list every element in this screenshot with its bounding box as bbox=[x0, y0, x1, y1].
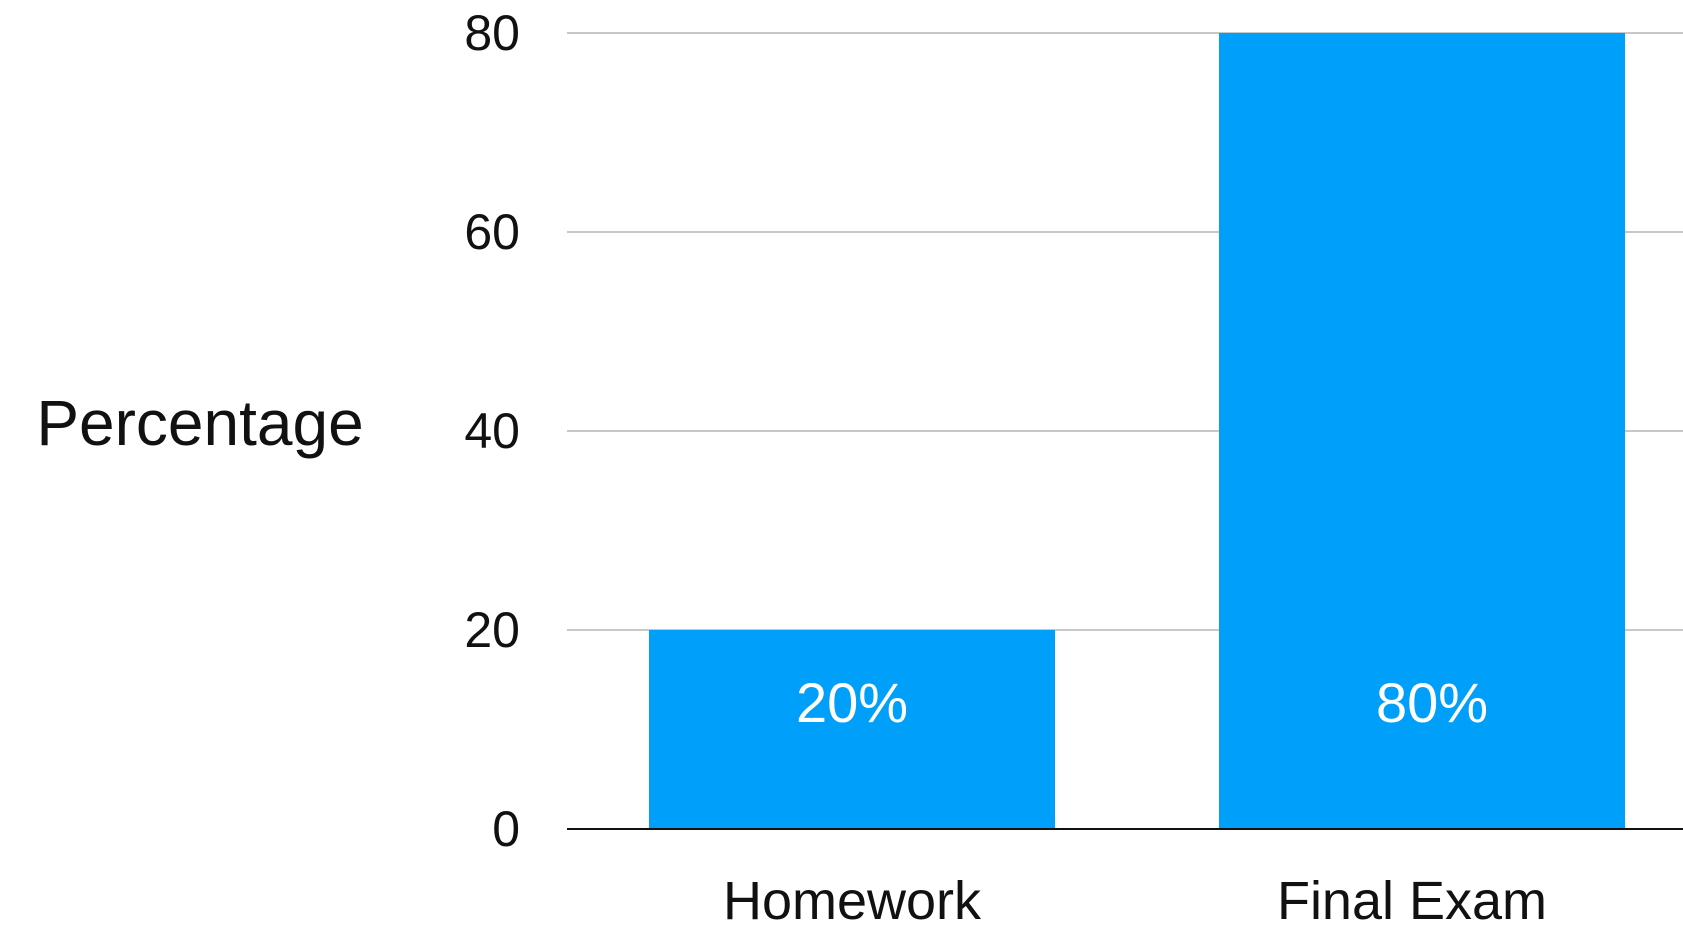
x-tick-label: Homework bbox=[723, 871, 982, 925]
y-tick-label: 80 bbox=[464, 5, 520, 61]
y-tick-label: 60 bbox=[464, 204, 520, 260]
y-tick-label: 0 bbox=[492, 801, 520, 857]
bar-data-label: 20% bbox=[796, 671, 908, 734]
y-tick-label: 20 bbox=[464, 602, 520, 658]
bar-homework bbox=[649, 630, 1055, 829]
x-tick-label: Final Exam bbox=[1277, 871, 1547, 925]
axes: 0 20 40 60 80 Homework Final Exam bbox=[464, 5, 1683, 925]
y-axis-title: Percentage bbox=[36, 387, 363, 459]
y-tick-label: 40 bbox=[464, 403, 520, 459]
bar-final-exam bbox=[1219, 33, 1625, 829]
bar-data-label: 80% bbox=[1376, 671, 1488, 734]
bars: 20% 80% bbox=[649, 33, 1625, 829]
